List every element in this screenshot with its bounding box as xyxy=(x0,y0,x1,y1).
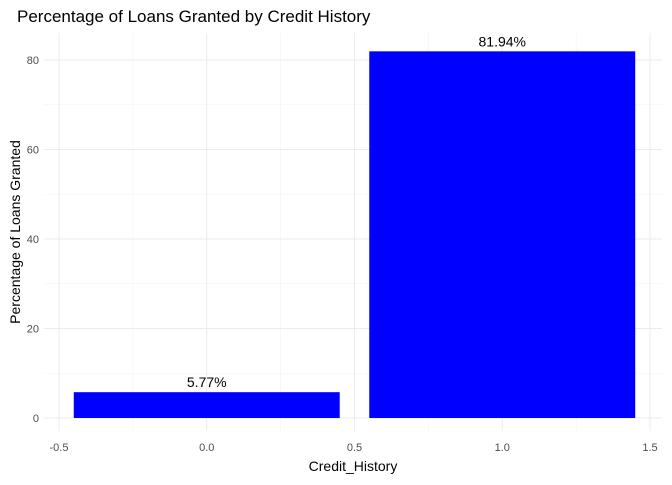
bar xyxy=(369,51,636,418)
y-axis-title: Percentage of Loans Granted xyxy=(7,140,23,324)
x-tick-label: 1.0 xyxy=(495,442,510,454)
x-axis-title: Credit_History xyxy=(309,458,398,474)
x-tick-label: -0.5 xyxy=(50,442,69,454)
y-tick-label: 40 xyxy=(27,234,39,246)
bars xyxy=(73,51,636,418)
y-tick-label: 0 xyxy=(33,413,39,425)
bar xyxy=(73,392,340,418)
chart-title: Percentage of Loans Granted by Credit Hi… xyxy=(17,7,371,26)
bar-value-label: 5.77% xyxy=(187,374,227,390)
x-tick-label: 0.5 xyxy=(347,442,362,454)
bar-value-label: 81.94% xyxy=(479,33,526,49)
y-axis-ticks: 0 20 40 60 80 xyxy=(27,55,39,425)
x-tick-label: 0.0 xyxy=(199,442,214,454)
y-tick-label: 60 xyxy=(27,145,39,157)
y-tick-label: 80 xyxy=(27,55,39,67)
x-axis-ticks: -0.5 0.0 0.5 1.0 1.5 xyxy=(50,442,658,454)
data-labels: 5.77% 81.94% xyxy=(187,33,526,390)
y-tick-label: 20 xyxy=(27,324,39,336)
x-tick-label: 1.5 xyxy=(642,442,657,454)
